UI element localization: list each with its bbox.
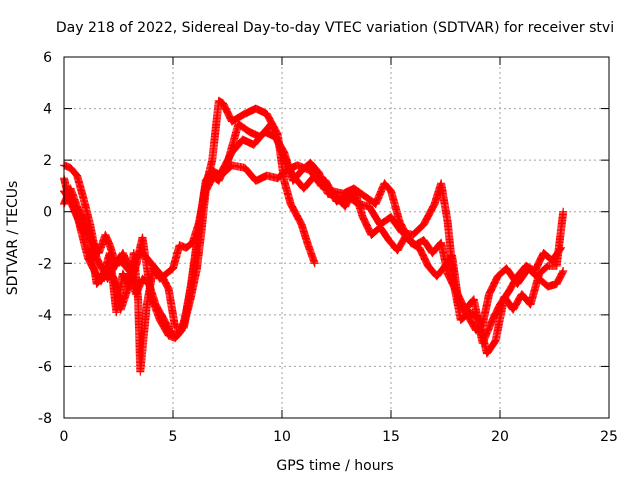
x-tick-label: 20	[491, 429, 509, 445]
axis-ticks: 0 5 10 15 20 25 -8 -6 -4 -2 0 2 4 6	[38, 50, 618, 445]
y-tick-label: -6	[38, 359, 52, 375]
x-tick-label: 10	[273, 429, 291, 445]
y-tick-label: 0	[43, 205, 52, 221]
y-tick-label: -2	[38, 256, 52, 272]
x-axis-label: GPS time / hours	[276, 458, 393, 474]
y-tick-label: 2	[43, 153, 52, 169]
plot-frame	[63, 56, 610, 419]
y-tick-label: -8	[38, 411, 52, 427]
y-tick-label: 6	[43, 50, 52, 66]
x-tick-label: 0	[60, 429, 69, 445]
chart-title: Day 218 of 2022, Sidereal Day-to-day VTE…	[56, 20, 614, 36]
x-tick-label: 5	[169, 429, 178, 445]
y-tick-label: 4	[43, 102, 52, 118]
y-axis-label: SDTVAR / TECUs	[5, 181, 21, 296]
x-tick-label: 25	[600, 429, 618, 445]
y-tick-label: -4	[38, 308, 52, 324]
x-tick-label: 15	[382, 429, 400, 445]
